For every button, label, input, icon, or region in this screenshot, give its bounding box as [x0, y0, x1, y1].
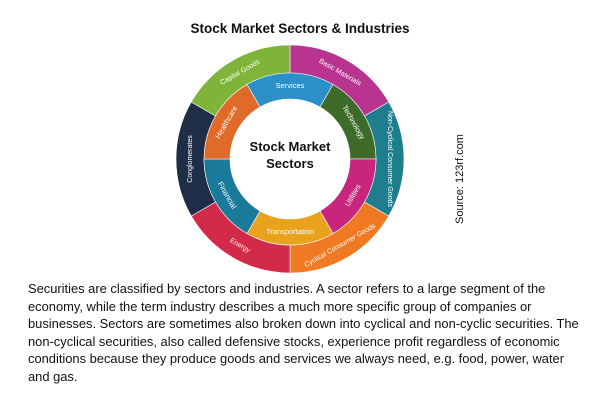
- center-label-line2: Sectors: [266, 156, 314, 171]
- inner_ring-label-services: Services: [276, 81, 305, 90]
- outer_ring-label-non-cyclical-consumer-goods: Non-Cyclical Consumer Goods: [386, 111, 393, 208]
- description-paragraph: Securities are classified by sectors and…: [28, 281, 579, 384]
- outer_ring-label-conglomerates: Conglomerates: [187, 135, 194, 183]
- source-credit: Source: 123rf.com: [454, 134, 466, 224]
- page-title: Stock Market Sectors & Industries: [190, 21, 410, 36]
- inner-ring: [203, 72, 377, 246]
- center-circle: [230, 99, 350, 219]
- center-label-line1: Stock Market: [250, 139, 332, 154]
- outer-ring: [175, 44, 405, 274]
- inner_ring-label-transportation: Transportation: [266, 227, 314, 236]
